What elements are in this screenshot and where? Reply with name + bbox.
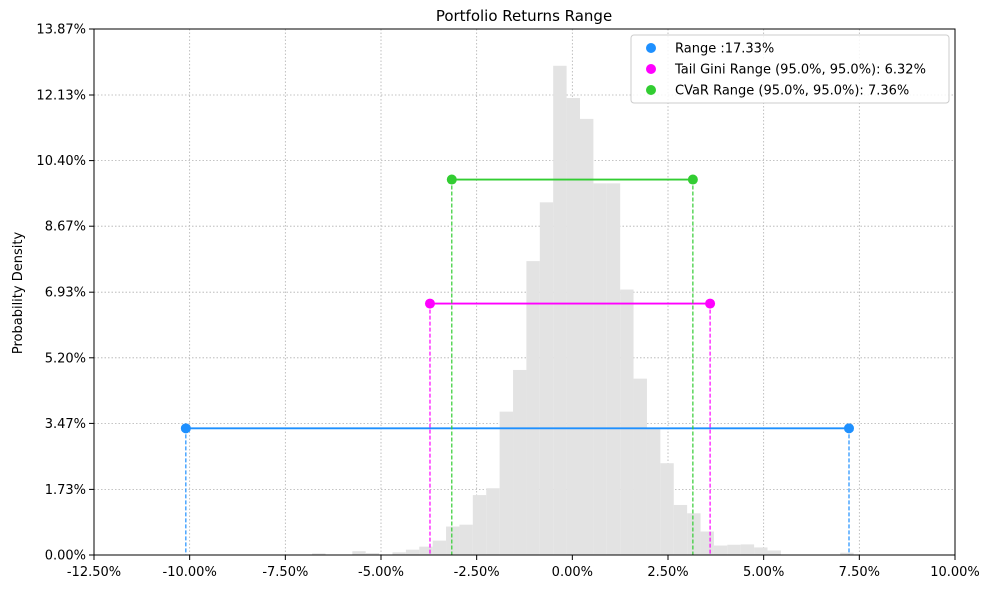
x-tick-label: -2.50% xyxy=(454,565,500,580)
legend: Range :17.33% Tail Gini Range (95.0%, 95.… xyxy=(630,34,950,104)
range-endpoint-marker xyxy=(446,174,457,185)
histogram-bar xyxy=(513,369,527,555)
legend-marker xyxy=(646,43,656,53)
histogram-bar xyxy=(566,98,580,556)
legend-box xyxy=(630,34,950,104)
histogram-bar xyxy=(392,552,406,555)
histogram-bar xyxy=(700,531,714,555)
legend-label: CVaR Range (95.0%, 95.0%): 7.36% xyxy=(675,84,909,99)
range-endpoint-marker xyxy=(844,423,855,434)
x-tick-label: -10.00% xyxy=(163,565,217,580)
x-axis-ticks: -12.50% -10.00% -7.50% -5.00% -2.50% 0.00% 2.5… xyxy=(67,555,980,580)
histogram-bar xyxy=(740,544,755,555)
histogram-bar xyxy=(767,550,781,555)
chart-title: Portfolio Returns Range xyxy=(436,7,612,25)
histogram-bar xyxy=(419,546,433,555)
range-endpoint-marker xyxy=(180,423,191,434)
histogram-bar xyxy=(633,378,647,555)
legend-marker xyxy=(646,64,656,74)
histogram-bar xyxy=(673,504,688,555)
histogram-bar xyxy=(539,202,554,556)
histogram-bars xyxy=(312,65,854,556)
histogram-bar xyxy=(660,463,674,555)
x-tick-label: 5.00% xyxy=(743,565,784,580)
histogram-bar xyxy=(593,183,607,556)
range-endpoint-marker xyxy=(705,298,716,309)
x-tick-label: -5.00% xyxy=(358,565,404,580)
y-tick-label: 0.00% xyxy=(45,549,86,564)
histogram-bar xyxy=(579,118,594,555)
x-tick-label: 7.50% xyxy=(839,565,880,580)
y-tick-label: 1.73% xyxy=(45,483,86,498)
legend-marker xyxy=(646,85,656,95)
x-tick-label: -7.50% xyxy=(262,565,308,580)
x-tick-label: 10.00% xyxy=(930,565,980,580)
y-tick-label: 6.93% xyxy=(45,286,86,301)
histogram-bar xyxy=(646,427,661,555)
histogram-bar xyxy=(459,524,473,555)
histogram-bar xyxy=(432,540,447,555)
y-tick-label: 10.40% xyxy=(36,154,86,169)
range-endpoint-marker xyxy=(687,174,698,185)
histogram-bar xyxy=(687,513,701,555)
legend-label: Range :17.33% xyxy=(675,42,774,57)
histogram-bar xyxy=(312,553,326,555)
histogram-bar xyxy=(713,545,728,555)
histogram-bar xyxy=(754,547,768,555)
range-series xyxy=(180,174,855,555)
histogram-bar xyxy=(499,411,514,555)
histogram-bar xyxy=(553,65,567,556)
legend-label: Tail Gini Range (95.0%, 95.0%): 6.32% xyxy=(674,63,926,78)
y-axis-label: Probability Density xyxy=(11,232,26,355)
histogram-bar xyxy=(405,549,420,555)
y-tick-label: 5.20% xyxy=(45,351,86,366)
range-series-group xyxy=(180,423,855,555)
histogram-bar xyxy=(526,261,540,555)
histogram-bar xyxy=(727,544,741,555)
x-tick-label: 0.00% xyxy=(552,565,593,580)
x-tick-label: 2.50% xyxy=(647,565,688,580)
histogram-bar xyxy=(486,488,500,555)
y-axis-ticks: 0.00% 1.73% 3.47% 5.20% 6.93% 8.67% 10.40% 12.1… xyxy=(36,23,94,564)
y-tick-label: 8.67% xyxy=(45,220,86,235)
range-series-group xyxy=(424,298,716,555)
x-tick-label: -12.50% xyxy=(67,565,121,580)
histogram-bar xyxy=(352,551,366,555)
histogram-bar xyxy=(620,289,634,555)
y-tick-label: 13.87% xyxy=(36,23,86,38)
range-endpoint-marker xyxy=(424,298,435,309)
histogram-bar xyxy=(446,526,460,555)
y-tick-label: 3.47% xyxy=(45,417,86,432)
range-series-group xyxy=(446,174,698,555)
histogram-bar xyxy=(365,553,380,555)
histogram-bar xyxy=(606,183,621,556)
y-tick-label: 12.13% xyxy=(36,88,86,103)
histogram-bar xyxy=(472,495,487,555)
histogram-bar xyxy=(840,552,854,555)
